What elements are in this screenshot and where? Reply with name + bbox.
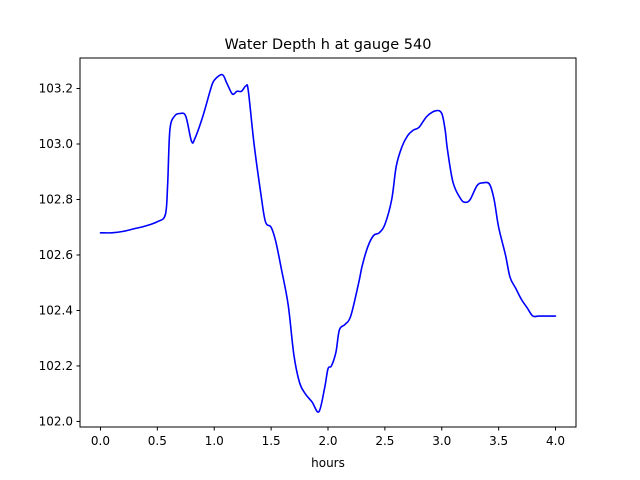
x-tick-label: 3.5 <box>489 434 508 448</box>
x-tick-label: 2.0 <box>318 434 337 448</box>
x-tick-label: 1.5 <box>262 434 281 448</box>
x-tick-label: 0.5 <box>148 434 167 448</box>
x-axis-ticks: 0.0 0.5 1.0 1.5 2.0 2.5 3.0 3.5 4.0 <box>91 427 565 448</box>
y-tick-label: 102.0 <box>39 414 73 428</box>
x-tick-label: 4.0 <box>546 434 565 448</box>
x-tick-label: 2.5 <box>375 434 394 448</box>
x-tick-label: 0.0 <box>91 434 110 448</box>
x-tick-label: 3.0 <box>432 434 451 448</box>
x-axis-label: hours <box>311 456 345 470</box>
y-tick-label: 103.0 <box>39 137 73 151</box>
y-axis-ticks: 102.0 102.2 102.4 102.6 102.8 103.0 103.2 <box>39 82 80 428</box>
y-tick-label: 102.2 <box>39 359 73 373</box>
y-tick-label: 102.4 <box>39 303 73 317</box>
y-tick-label: 103.2 <box>39 82 73 96</box>
chart-title: Water Depth h at gauge 540 <box>225 37 432 53</box>
y-tick-label: 102.8 <box>39 192 73 206</box>
plot-area-frame <box>79 57 577 428</box>
y-tick-label: 102.6 <box>39 248 73 262</box>
x-tick-label: 1.0 <box>205 434 224 448</box>
series-line-water-depth <box>99 73 557 413</box>
